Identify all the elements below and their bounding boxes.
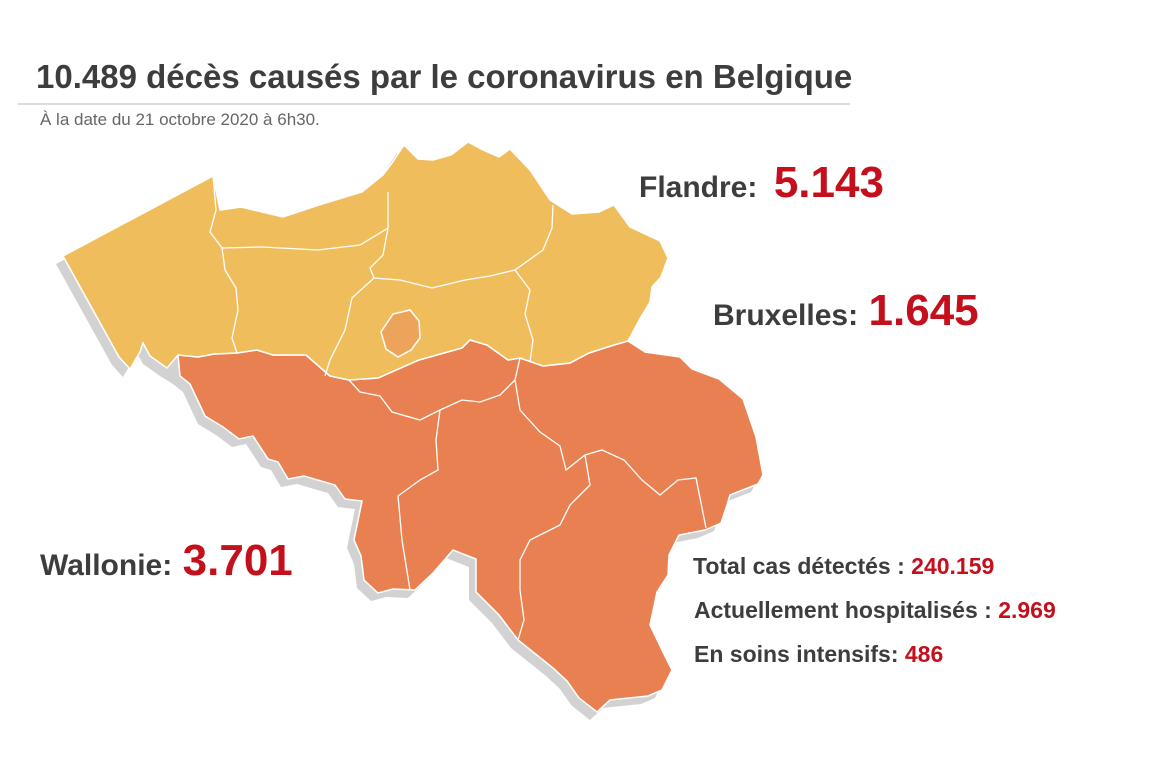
- wallonie-name: Wallonie:: [40, 549, 173, 582]
- wallonie-value: 3.701: [182, 536, 293, 585]
- stat-intensive-care-value: 486: [904, 641, 944, 667]
- stat-total-cases: Total cas détectés : 240.159: [693, 553, 994, 580]
- stat-hospitalised-label: Actuellement hospitalisés :: [694, 597, 999, 623]
- bruxelles-value: 1.645: [868, 286, 979, 335]
- flandre-value: 5.143: [773, 158, 884, 207]
- region-wallonie[interactable]: [177, 339, 764, 713]
- chart-subtitle: À la date du 21 octobre 2020 à 6h30.: [40, 110, 320, 129]
- province-borders: [209, 175, 707, 641]
- chart-title: 10.489 décès causés par le coronavirus e…: [36, 58, 853, 95]
- stat-hospitalised: Actuellement hospitalisés : 2.969: [694, 597, 1056, 624]
- region-flandre[interactable]: [61, 141, 669, 381]
- stat-total-cases-label: Total cas détectés :: [693, 553, 912, 579]
- region-bruxelles[interactable]: [380, 309, 421, 358]
- flandre-name: Flandre:: [639, 171, 758, 204]
- bruxelles-name: Bruxelles:: [713, 299, 859, 332]
- stat-intensive-care-label: En soins intensifs:: [694, 641, 905, 667]
- stat-intensive-care: En soins intensifs: 486: [694, 641, 943, 668]
- region-label-wallonie: Wallonie: 3.701: [40, 536, 293, 586]
- region-label-flandre: Flandre: 5.143: [639, 158, 884, 208]
- stat-hospitalised-value: 2.969: [998, 597, 1056, 623]
- title-divider: [18, 103, 850, 105]
- stat-total-cases-value: 240.159: [911, 553, 995, 579]
- region-label-bruxelles: Bruxelles: 1.645: [713, 286, 979, 336]
